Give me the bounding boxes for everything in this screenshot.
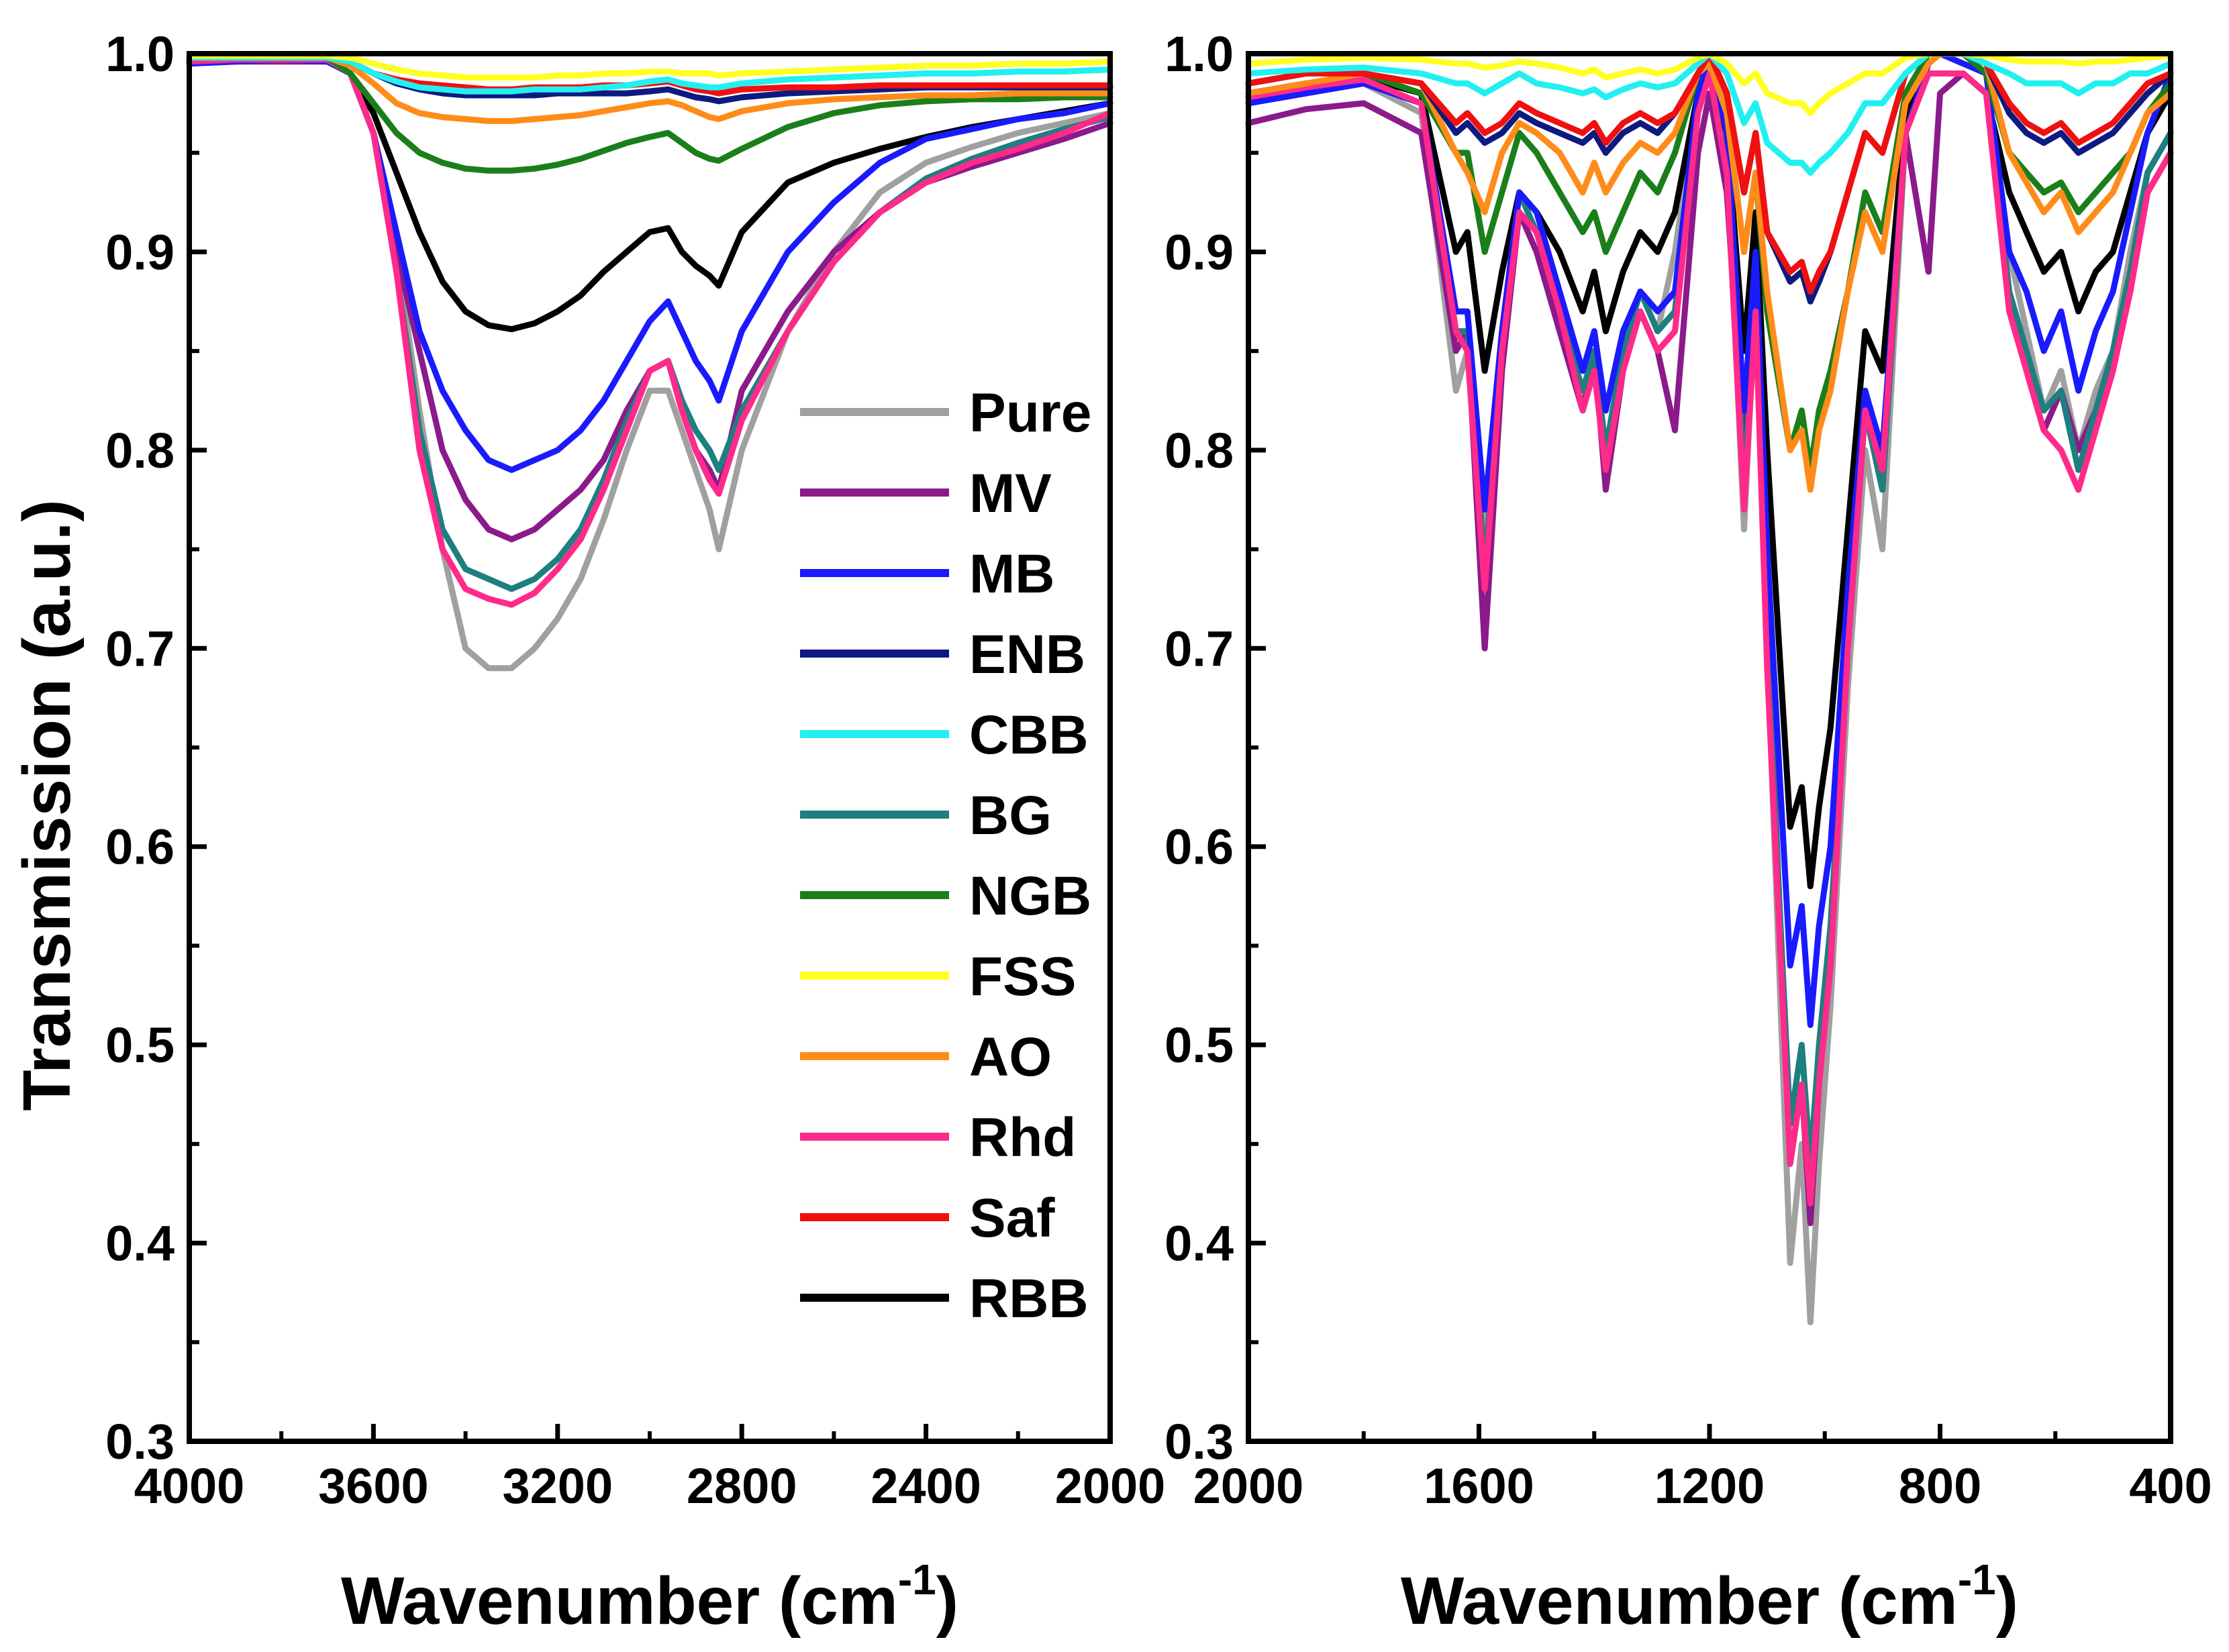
x-tick-label: 800 bbox=[1899, 1458, 1981, 1514]
y-tick-label: 0.5 bbox=[1165, 1017, 1234, 1073]
left-x-axis-title-tail: ) bbox=[936, 1563, 958, 1639]
x-tick-label: 400 bbox=[2129, 1458, 2212, 1514]
left-y-ticks: 1.0 0.9 0.8 0.7 0.6 0.5 0.4 0.3 bbox=[105, 26, 207, 1469]
y-tick-label: 0.8 bbox=[105, 423, 175, 478]
x-tick-label: 3600 bbox=[318, 1458, 429, 1514]
x-tick-label: 2800 bbox=[687, 1458, 797, 1514]
x-tick-label: 4000 bbox=[134, 1458, 245, 1514]
legend-label-pure: Pure bbox=[969, 382, 1091, 444]
legend-label-rbb: RBB bbox=[969, 1268, 1089, 1329]
series-line-right-saf bbox=[1245, 50, 2174, 295]
y-tick-label: 0.9 bbox=[105, 224, 175, 280]
series-line-right-fss bbox=[1245, 50, 2174, 117]
y-tick-label: 0.3 bbox=[1165, 1414, 1234, 1469]
left-panel: 4000 3600 3200 2800 2400 2000 1.0 0.9 0.8 0.7 0.6… bbox=[105, 26, 1165, 1639]
y-tick-label: 0.4 bbox=[105, 1216, 175, 1272]
series-line-left-fss bbox=[186, 52, 1113, 81]
x-tick-label: 1600 bbox=[1424, 1458, 1534, 1514]
legend-label-mb: MB bbox=[969, 544, 1055, 605]
series-line-right-rhd bbox=[1245, 70, 2174, 1206]
right-panel: 2000 1600 1200 800 400 1.0 0.9 0.8 0.7 0.6 0.5 0.4… bbox=[1165, 26, 2212, 1639]
x-tick-label: 2000 bbox=[1193, 1458, 1304, 1514]
series-line-left-ngb bbox=[186, 54, 1113, 174]
x-tick-label: 1200 bbox=[1654, 1458, 1765, 1514]
right-plot-frame bbox=[1246, 51, 2173, 1444]
left-x-axis-title-sup: -1 bbox=[898, 1555, 936, 1604]
left-x-axis-title: Wavenumber (cm-1) bbox=[341, 1555, 958, 1639]
y-tick-label: 1.0 bbox=[105, 26, 175, 82]
y-tick-label: 0.4 bbox=[1165, 1216, 1234, 1272]
legend-label-enb: ENB bbox=[969, 624, 1085, 685]
legend-label-fss: FSS bbox=[969, 946, 1076, 1007]
x-tick-label: 2400 bbox=[871, 1458, 981, 1514]
y-tick-label: 0.9 bbox=[1165, 224, 1234, 280]
legend-label-rhd: Rhd bbox=[969, 1107, 1076, 1168]
legend-label-mv: MV bbox=[969, 463, 1052, 524]
right-x-axis-title: Wavenumber (cm-1) bbox=[1401, 1555, 2018, 1639]
y-tick-label: 0.7 bbox=[105, 621, 175, 676]
left-x-axis-title-main: Wavenumber (cm bbox=[341, 1563, 898, 1639]
legend-label-cbb: CBB bbox=[969, 705, 1089, 766]
legend-label-ao: AO bbox=[969, 1027, 1052, 1088]
series-line-right-mb bbox=[1245, 50, 2174, 1029]
right-y-ticks: 1.0 0.9 0.8 0.7 0.6 0.5 0.4 0.3 bbox=[1165, 26, 1266, 1469]
series-line-right-ao bbox=[1245, 50, 2174, 493]
legend-label-bg: BG bbox=[969, 785, 1052, 846]
series-line-left-ao bbox=[186, 54, 1113, 124]
series-line-right-bg bbox=[1245, 70, 2174, 1167]
series-line-left-cbb bbox=[186, 54, 1113, 95]
legend-label-ngb: NGB bbox=[969, 866, 1091, 927]
legend: Pure MV MB ENB CBB BG NGB FSS AO Rhd Saf RBB bbox=[800, 382, 1091, 1329]
y-tick-label: 1.0 bbox=[1165, 26, 1234, 82]
x-tick-label: 3200 bbox=[502, 1458, 613, 1514]
y-tick-label: 0.7 bbox=[1165, 621, 1234, 676]
y-tick-label: 0.6 bbox=[1165, 819, 1234, 875]
y-axis-title: Transmission (a.u.) bbox=[9, 499, 85, 1111]
legend-label-saf: Saf bbox=[969, 1188, 1055, 1249]
right-x-axis-title-main: Wavenumber (cm bbox=[1401, 1563, 1958, 1639]
left-plot-lines bbox=[186, 52, 1113, 672]
series-line-left-rbb bbox=[186, 56, 1113, 333]
y-tick-label: 0.6 bbox=[105, 819, 175, 875]
right-x-axis-title-sup: -1 bbox=[1958, 1555, 1996, 1604]
y-tick-label: 0.3 bbox=[105, 1414, 175, 1469]
y-tick-label: 0.8 bbox=[1165, 423, 1234, 478]
y-tick-label: 0.5 bbox=[105, 1017, 175, 1073]
series-line-right-pure bbox=[1245, 70, 2174, 1326]
series-line-left-rhd bbox=[186, 56, 1113, 608]
x-tick-label: 2000 bbox=[1055, 1458, 1166, 1514]
left-x-ticks: 4000 3600 3200 2800 2400 2000 bbox=[134, 1424, 1166, 1514]
right-x-ticks: 2000 1600 1200 800 400 bbox=[1193, 1424, 2212, 1514]
right-plot-lines bbox=[1245, 50, 2174, 1326]
right-x-axis-title-tail: ) bbox=[1996, 1563, 2018, 1639]
series-line-right-cbb bbox=[1245, 50, 2174, 176]
